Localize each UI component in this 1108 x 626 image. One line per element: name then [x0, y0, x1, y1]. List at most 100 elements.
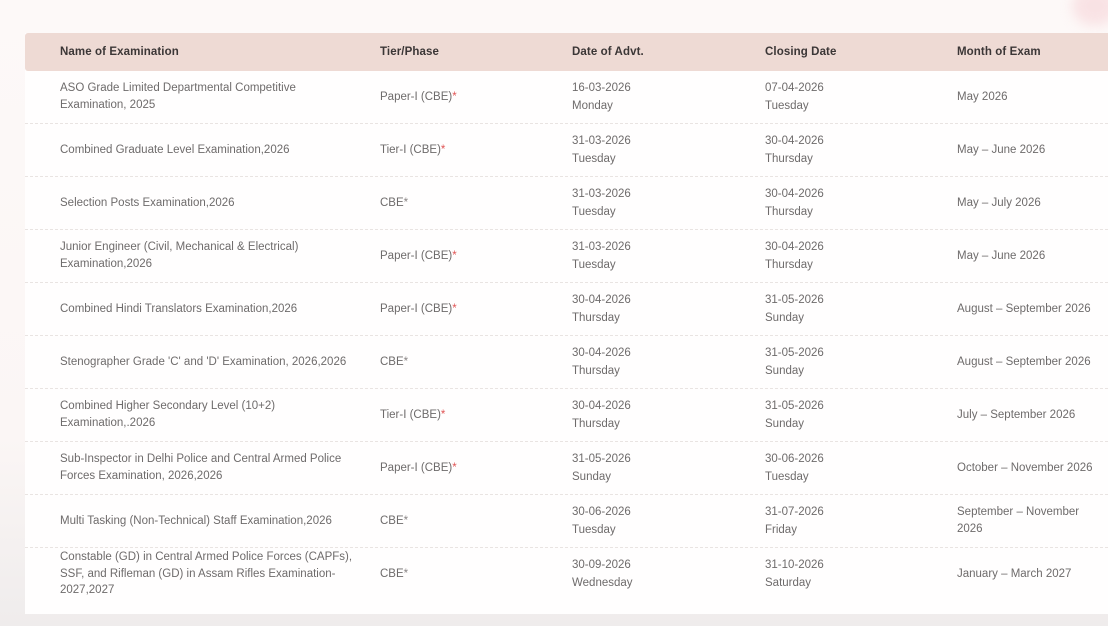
table-row: Multi Tasking (Non-Technical) Staff Exam…	[25, 495, 1108, 548]
cell-advt-date: 30-04-2026 Thursday	[572, 291, 765, 328]
table-row: Combined Hindi Translators Examination,2…	[25, 283, 1108, 336]
advt-date: 30-04-2026	[572, 399, 631, 412]
advt-date: 30-04-2026	[572, 346, 631, 359]
cell-month-of-exam: May – June 2026	[957, 249, 1046, 262]
cell-tier-phase: CBE*	[380, 196, 409, 209]
closing-date: 31-05-2026	[765, 399, 824, 412]
closing-date: 30-04-2026	[765, 134, 824, 147]
cell-advt-date: 30-06-2026 Tuesday	[572, 503, 765, 540]
closing-day: Friday	[765, 524, 797, 536]
cell-tier-phase: Paper-I (CBE)*	[380, 249, 457, 262]
advt-date: 31-03-2026	[572, 187, 631, 200]
closing-day: Sunday	[765, 418, 805, 430]
table-row: Combined Higher Secondary Level (10+2) E…	[25, 389, 1108, 442]
cell-exam-name: Sub-Inspector in Delhi Police and Centra…	[60, 453, 342, 482]
cell-month-of-exam: September – November 2026	[957, 506, 1080, 535]
cell-closing-date: 31-05-2026 Sunday	[765, 397, 957, 434]
cell-closing-date: 07-04-2026 Tuesday	[765, 79, 957, 116]
cell-tier-phase: Paper-I (CBE)*	[380, 302, 457, 315]
closing-date: 31-05-2026	[765, 346, 824, 359]
cell-advt-date: 31-05-2026 Sunday	[572, 450, 765, 487]
mandatory-asterisk: *	[403, 514, 409, 527]
cell-exam-name: Selection Posts Examination,2026	[60, 196, 235, 209]
cell-tier-phase: Paper-I (CBE)*	[380, 90, 457, 103]
cell-closing-date: 30-06-2026 Tuesday	[765, 450, 957, 487]
closing-day: Saturday	[765, 577, 812, 589]
closing-day: Thursday	[765, 153, 813, 165]
cell-month-of-exam: October – November 2026	[957, 461, 1093, 474]
table-row: Combined Graduate Level Examination,2026…	[25, 124, 1108, 177]
cell-tier-phase: CBE*	[380, 355, 409, 368]
mandatory-asterisk: *	[403, 196, 409, 209]
closing-date: 31-07-2026	[765, 505, 824, 518]
cell-advt-date: 31-03-2026 Tuesday	[572, 238, 765, 275]
cell-exam-name: Combined Hindi Translators Examination,2…	[60, 302, 298, 315]
advt-day: Monday	[572, 100, 613, 112]
cell-advt-date: 16-03-2026 Monday	[572, 79, 765, 116]
exam-calendar-table: Name of Examination Tier/Phase Date of A…	[25, 33, 1108, 614]
cell-exam-name: ASO Grade Limited Departmental Competiti…	[60, 82, 296, 111]
header-tier-phase: Tier/Phase	[380, 46, 439, 58]
advt-date: 31-03-2026	[572, 240, 631, 253]
cell-month-of-exam: January – March 2027	[957, 567, 1072, 580]
advt-date: 31-05-2026	[572, 452, 631, 465]
cell-exam-name: Constable (GD) in Central Armed Police F…	[60, 550, 353, 597]
closing-date: 30-06-2026	[765, 452, 824, 465]
mandatory-asterisk: *	[452, 90, 457, 103]
cell-month-of-exam: July – September 2026	[957, 408, 1076, 421]
closing-day: Sunday	[765, 312, 805, 324]
cell-closing-date: 30-04-2026 Thursday	[765, 132, 957, 169]
cell-tier-phase: Tier-I (CBE)*	[380, 408, 446, 421]
cell-month-of-exam: August – September 2026	[957, 302, 1091, 315]
closing-day: Tuesday	[765, 100, 809, 112]
table-header-row: Name of Examination Tier/Phase Date of A…	[25, 33, 1108, 71]
cell-month-of-exam: May – June 2026	[957, 143, 1046, 156]
cell-closing-date: 31-05-2026 Sunday	[765, 291, 957, 328]
closing-day: Thursday	[765, 206, 813, 218]
advt-day: Wednesday	[572, 577, 633, 589]
header-name-of-examination: Name of Examination	[60, 46, 179, 58]
advt-day: Tuesday	[572, 259, 616, 271]
closing-day: Sunday	[765, 365, 805, 377]
table-row: Constable (GD) in Central Armed Police F…	[25, 548, 1108, 614]
cell-tier-phase: Tier-I (CBE)*	[380, 143, 446, 156]
mandatory-asterisk: *	[440, 143, 446, 156]
cell-month-of-exam: August – September 2026	[957, 355, 1091, 368]
cell-advt-date: 30-04-2026 Thursday	[572, 397, 765, 434]
closing-day: Thursday	[765, 259, 813, 271]
cell-exam-name: Stenographer Grade 'C' and 'D' Examinati…	[60, 355, 347, 368]
advt-date: 30-06-2026	[572, 505, 631, 518]
mandatory-asterisk: *	[452, 461, 457, 474]
cell-closing-date: 30-04-2026 Thursday	[765, 238, 957, 275]
cell-exam-name: Multi Tasking (Non-Technical) Staff Exam…	[60, 514, 332, 527]
table-row: Junior Engineer (Civil, Mechanical & Ele…	[25, 230, 1108, 283]
table-row: ASO Grade Limited Departmental Competiti…	[25, 71, 1108, 124]
decorative-corner-blob	[1072, 0, 1108, 26]
mandatory-asterisk: *	[452, 302, 457, 315]
closing-day: Tuesday	[765, 471, 809, 483]
cell-exam-name: Combined Graduate Level Examination,2026	[60, 143, 290, 156]
closing-date: 31-10-2026	[765, 558, 824, 571]
closing-date: 31-05-2026	[765, 293, 824, 306]
cell-tier-phase: CBE*	[380, 567, 409, 580]
mandatory-asterisk: *	[403, 355, 409, 368]
advt-date: 16-03-2026	[572, 81, 631, 94]
advt-day: Thursday	[572, 312, 620, 324]
mandatory-asterisk: *	[403, 567, 409, 580]
table-row: Sub-Inspector in Delhi Police and Centra…	[25, 442, 1108, 495]
cell-tier-phase: CBE*	[380, 514, 409, 527]
cell-month-of-exam: May – July 2026	[957, 196, 1041, 209]
header-closing-date: Closing Date	[765, 46, 837, 58]
cell-exam-name: Junior Engineer (Civil, Mechanical & Ele…	[60, 241, 299, 270]
header-date-of-advt: Date of Advt.	[572, 46, 644, 58]
table-row: Stenographer Grade 'C' and 'D' Examinati…	[25, 336, 1108, 389]
cell-exam-name: Combined Higher Secondary Level (10+2) E…	[60, 400, 276, 429]
mandatory-asterisk: *	[452, 249, 457, 262]
cell-advt-date: 31-03-2026 Tuesday	[572, 132, 765, 169]
advt-day: Tuesday	[572, 153, 616, 165]
table-row: Selection Posts Examination,2026 CBE* 31…	[25, 177, 1108, 230]
advt-date: 30-09-2026	[572, 558, 631, 571]
cell-advt-date: 30-04-2026 Thursday	[572, 344, 765, 381]
cell-closing-date: 31-10-2026 Saturday	[765, 556, 957, 593]
